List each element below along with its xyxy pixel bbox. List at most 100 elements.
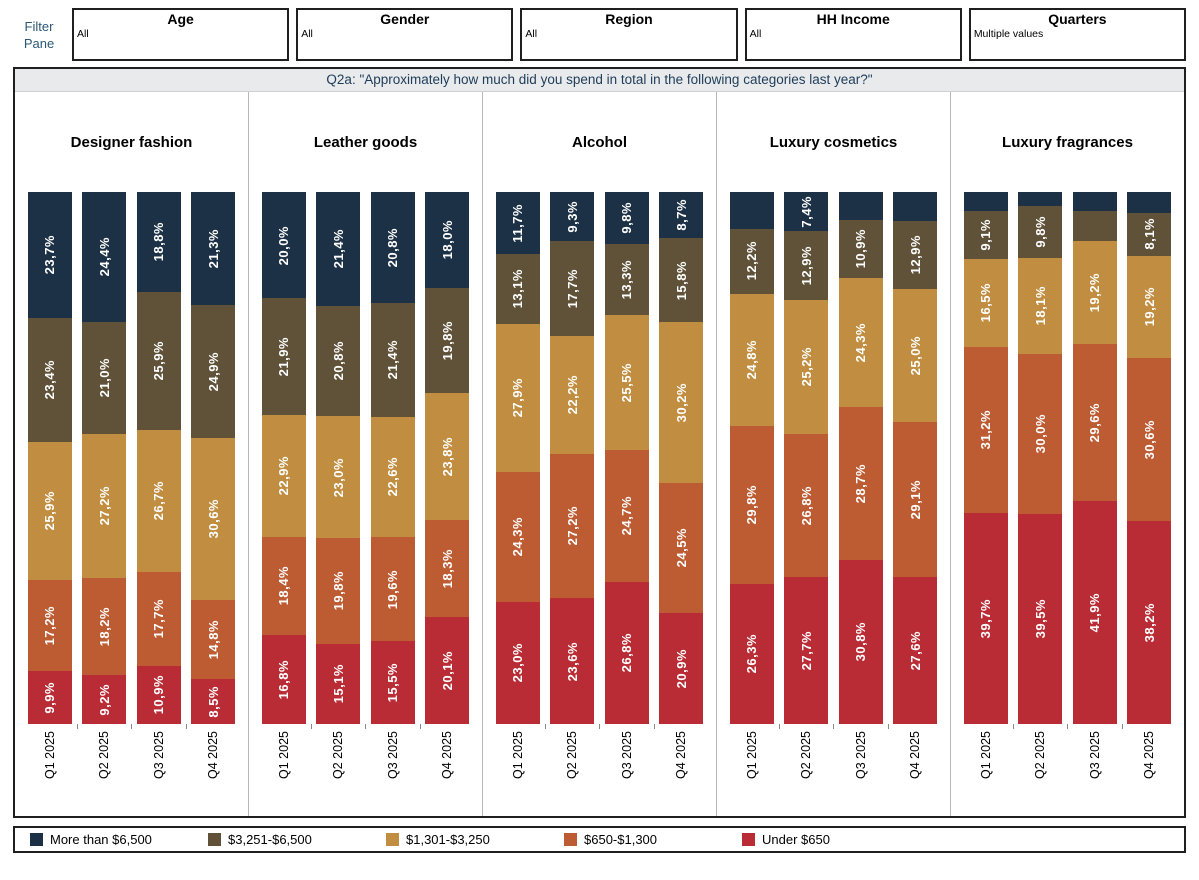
bar-segment[interactable]: 23,7% [27,192,72,318]
bar-segment[interactable]: 16,8% [261,634,306,724]
bar-segment[interactable]: 12,9% [893,220,938,290]
bar-segment[interactable]: 25,0% [893,289,938,423]
filter-age[interactable]: Age All [72,8,290,61]
bar-segment[interactable]: 39,5% [1018,513,1063,724]
bar-segment[interactable]: 29,8% [729,425,774,585]
filter-hh-income-value[interactable]: All [749,28,762,40]
bar-segment[interactable]: 15,5% [370,641,415,724]
bar-segment[interactable]: 8,1% [1127,212,1172,256]
bar-segment[interactable]: 24,7% [604,450,649,582]
bar-segment[interactable]: 29,6% [1072,343,1117,502]
bar-segment[interactable]: 18,8% [136,192,181,293]
bar-segment[interactable]: 9,9% [27,671,72,724]
legend-item-650-1300[interactable]: $650-$1,300 [564,832,742,847]
bar-segment[interactable]: 9,1% [963,210,1008,260]
bar-segment[interactable]: 30,6% [1127,357,1172,521]
bar-segment[interactable]: 20,8% [316,305,361,417]
bar-segment[interactable]: 25,2% [784,299,829,435]
bar-segment[interactable]: 23,6% [550,598,595,724]
bar-segment[interactable]: 16,5% [963,259,1008,347]
stacked-bar[interactable]: 12,2% 24,8% 29,8% 26,3% [729,192,774,724]
bar-segment[interactable]: 15,1% [316,643,361,724]
bar-segment[interactable]: 19,2% [1127,255,1172,358]
bar-segment[interactable]: 38,2% [1127,520,1172,724]
bar-segment[interactable]: 9,3% [550,192,595,242]
bar-segment[interactable]: 8,7% [659,192,704,239]
stacked-bar[interactable]: 9,3% 17,7% 22,2% 27,2% 23,6% [550,192,595,724]
bar-segment[interactable]: 26,3% [729,584,774,724]
bar-segment[interactable]: 9,8% [1018,205,1063,258]
stacked-bar[interactable]: 21,4% 20,8% 23,0% 19,8% 15,1% [316,192,361,724]
bar-segment[interactable]: 39,7% [963,512,1008,724]
filter-region[interactable]: Region All [520,8,738,61]
stacked-bar[interactable]: 23,7% 23,4% 25,9% 17,2% 9,9% [27,192,72,724]
stacked-bar[interactable]: 8,1% 19,2% 30,6% 38,2% [1127,192,1172,724]
bar-segment[interactable]: 27,9% [495,323,540,473]
bar-segment[interactable]: 21,4% [370,302,415,417]
bar-segment[interactable]: 24,4% [82,192,127,322]
bar-segment[interactable]: 10,9% [838,220,883,279]
bar-segment[interactable]: 11,7% [495,192,540,255]
bar-segment[interactable]: 26,7% [136,429,181,572]
bar-segment[interactable]: 22,2% [550,335,595,454]
bar-segment[interactable]: 19,8% [316,538,361,644]
bar-segment[interactable]: 30,0% [1018,354,1063,514]
bar-segment[interactable] [1018,192,1063,206]
bar-segment[interactable]: 25,9% [27,442,72,580]
bar-segment[interactable]: 24,8% [729,293,774,426]
bar-segment[interactable]: 10,9% [136,665,181,724]
bar-segment[interactable]: 17,7% [550,241,595,336]
stacked-bar[interactable]: 24,4% 21,0% 27,2% 18,2% 9,2% [82,192,127,724]
bar-segment[interactable]: 19,8% [425,287,470,394]
bar-segment[interactable]: 19,6% [370,537,415,642]
bar-segment[interactable]: 20,1% [425,617,470,724]
bar-segment[interactable]: 7,4% [784,192,829,232]
bar-segment[interactable] [1072,192,1117,211]
bar-segment[interactable]: 21,3% [191,192,236,306]
bar-segment[interactable]: 30,8% [838,560,883,724]
bar-segment[interactable]: 27,2% [82,433,127,579]
bar-segment[interactable] [1072,210,1117,242]
bar-segment[interactable]: 17,7% [136,571,181,666]
bar-segment[interactable]: 24,5% [659,482,704,613]
bar-segment[interactable]: 8,5% [191,678,236,724]
bar-segment[interactable]: 12,9% [784,231,829,300]
bar-segment[interactable]: 21,9% [261,298,306,415]
legend-item-1301-3250[interactable]: $1,301-$3,250 [386,832,564,847]
bar-segment[interactable]: 28,7% [838,407,883,561]
filter-region-value[interactable]: All [525,28,538,40]
bar-segment[interactable]: 26,8% [784,434,829,577]
bar-segment[interactable]: 20,9% [659,612,704,724]
filter-gender-value[interactable]: All [301,28,313,40]
bar-segment[interactable] [729,192,774,229]
bar-segment[interactable]: 13,3% [604,244,649,315]
bar-segment[interactable]: 13,1% [495,254,540,324]
bar-segment[interactable]: 23,0% [316,416,361,539]
bar-segment[interactable]: 21,4% [316,192,361,306]
bar-segment[interactable]: 18,1% [1018,257,1063,355]
stacked-bar[interactable]: 10,9% 24,3% 28,7% 30,8% [838,192,883,724]
bar-segment[interactable]: 23,0% [495,601,540,724]
bar-segment[interactable]: 9,2% [82,675,127,724]
bar-segment[interactable]: 25,5% [604,314,649,451]
filter-quarters[interactable]: Quarters Multiple values [968,8,1187,61]
legend-item-more-than-6500[interactable]: More than $6,500 [30,832,208,847]
bar-segment[interactable]: 20,8% [370,192,415,303]
filter-hh-income[interactable]: HH Income All [744,8,962,61]
filter-age-value[interactable]: All [77,28,89,40]
bar-segment[interactable] [838,192,883,221]
bar-segment[interactable]: 31,2% [963,346,1008,513]
stacked-bar[interactable]: 11,7% 13,1% 27,9% 24,3% 23,0% [495,192,540,724]
bar-segment[interactable]: 27,2% [550,453,595,599]
bar-segment[interactable]: 24,9% [191,305,236,438]
filter-quarters-value[interactable]: Multiple values [973,28,1044,40]
stacked-bar[interactable]: 9,1% 16,5% 31,2% 39,7% [963,192,1008,724]
bar-segment[interactable]: 27,6% [893,577,938,724]
bar-segment[interactable]: 41,9% [1072,501,1117,724]
stacked-bar[interactable]: 20,0% 21,9% 22,9% 18,4% 16,8% [261,192,306,724]
stacked-bar[interactable]: 19,2% 29,6% 41,9% [1072,192,1117,724]
bar-segment[interactable]: 17,2% [27,579,72,672]
bar-segment[interactable]: 21,0% [82,321,127,434]
bar-segment[interactable] [893,192,938,221]
stacked-bar[interactable]: 9,8% 13,3% 25,5% 24,7% 26,8% [604,192,649,724]
